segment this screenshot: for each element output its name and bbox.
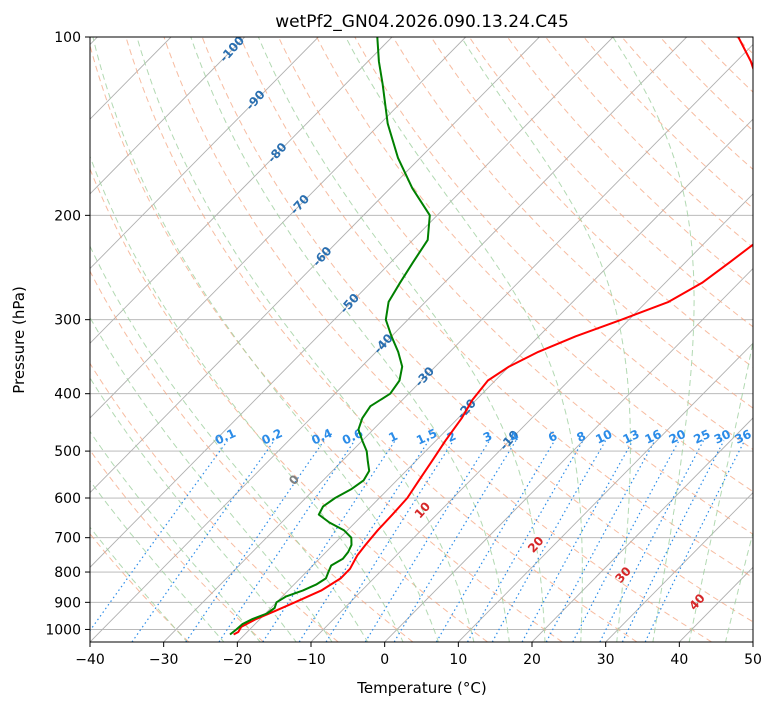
- dry-adiabat-line: [201, 37, 753, 623]
- moist-adiabat-lines: [90, 37, 753, 642]
- x-tick-label: 30: [597, 652, 615, 668]
- moist-adiabat-line: [90, 480, 225, 642]
- isotherm-line: [90, 37, 614, 568]
- moist-adiabat-line: [90, 430, 261, 642]
- sounding-series: [229, 37, 753, 636]
- mixing-ratio-line: [393, 440, 517, 642]
- y-tick-label: 600: [54, 491, 81, 507]
- x-tick-label: −40: [75, 652, 105, 668]
- moist-adiabat-line: [90, 245, 369, 642]
- dry-adiabat-line: [90, 270, 414, 642]
- moist-adiabat-line: [688, 339, 753, 642]
- moist-adiabat-line: [460, 37, 631, 642]
- mixing-ratio-label: 36: [732, 427, 753, 447]
- chart-title: wetPf2_GN04.2026.090.13.24.C45: [275, 12, 569, 32]
- mixing-ratio-line: [572, 440, 680, 642]
- y-tick-label: 300: [54, 313, 81, 329]
- dry-adiabat-line: [545, 37, 753, 249]
- isotherm-line: [90, 37, 540, 494]
- mixing-ratio-lines: [90, 440, 746, 642]
- y-tick-label: 500: [54, 444, 81, 460]
- y-axis-ticks: 100 200 300 400 500 600 700 800 900 1000: [45, 30, 90, 638]
- plot-area: -100-90-80-70-60-50-40-30-20-100.1 0.2 0.4…: [90, 37, 753, 642]
- dry-adiabat-lines: [90, 37, 753, 642]
- mixing-ratio-label: 10: [593, 427, 614, 447]
- isobar-gridlines: [90, 37, 753, 630]
- mixing-ratio-line: [325, 440, 454, 642]
- mixing-ratio-line: [298, 440, 430, 642]
- dry-adiabat-line: [90, 449, 264, 642]
- dry-adiabat-line: [430, 37, 753, 368]
- isotherm-lines: [90, 37, 753, 642]
- x-tick-label: 0: [380, 652, 389, 668]
- isotherm-line: [90, 37, 319, 270]
- x-tick-label: −10: [296, 652, 326, 668]
- x-axis-label: Temperature (°C): [356, 679, 486, 697]
- isotherm-line: [163, 43, 753, 642]
- x-tick-label: 50: [744, 652, 762, 668]
- y-tick-label: 400: [54, 387, 81, 403]
- moist-adiabat-line: [90, 155, 404, 642]
- isotherm-line: [90, 37, 467, 419]
- isotherm-line: [90, 37, 393, 344]
- mixing-ratio-label: 13: [621, 427, 642, 447]
- y-tick-label: 800: [54, 565, 81, 581]
- mixing-ratio-line: [90, 440, 228, 632]
- mixing-ratio-label: 25: [691, 427, 712, 447]
- x-tick-label: 10: [449, 652, 467, 668]
- moist-adiabat-line: [92, 37, 440, 642]
- dry-adiabat-line: [468, 37, 753, 328]
- mixing-ratio-line: [185, 440, 325, 642]
- moist-adiabat-line: [190, 37, 510, 642]
- isotherm-line: [237, 118, 753, 642]
- mixing-ratio-label: 20: [667, 427, 688, 447]
- dry-adiabat-line: [392, 37, 753, 409]
- dry-adiabat-line: [278, 37, 753, 535]
- dry-adiabat-line: [354, 37, 753, 451]
- mixing-ratio-label: 16: [643, 427, 664, 447]
- mixing-ratio-label: 30: [712, 427, 733, 447]
- y-tick-label: 1000: [45, 622, 81, 638]
- x-tick-label: −20: [223, 652, 253, 668]
- mixing-ratio-line: [644, 440, 746, 642]
- dry-adiabat-line: [583, 37, 753, 209]
- temperature-profile-line: [233, 37, 753, 636]
- moist-adiabat-line: [725, 530, 753, 642]
- isotherm-line: [90, 37, 246, 195]
- isotherm-line: [531, 417, 753, 642]
- y-tick-label: 100: [54, 30, 81, 46]
- y-tick-label: 200: [54, 208, 81, 224]
- moist-adiabat-line: [257, 37, 546, 642]
- dry-adiabat-line: [239, 37, 753, 579]
- x-tick-label: −30: [149, 652, 179, 668]
- y-tick-label: 900: [54, 595, 81, 611]
- mixing-ratio-line: [435, 440, 556, 642]
- dry-adiabat-line: [163, 37, 712, 642]
- mixing-ratio-line: [599, 440, 705, 642]
- plot-frame: [89, 36, 754, 643]
- isotherm-line: [90, 37, 688, 642]
- dry-adiabat-line: [90, 167, 488, 642]
- mixing-ratio-line: [131, 440, 275, 642]
- dewpoint-profile-line: [229, 37, 431, 636]
- moist-adiabat-line: [90, 316, 333, 642]
- mixing-ratio-line: [545, 440, 656, 642]
- x-axis-ticks: −40 −30 −20 −10 0 10 20 30 40 50: [75, 642, 762, 668]
- x-tick-label: 20: [523, 652, 541, 668]
- moist-adiabat-line: [90, 376, 297, 642]
- x-tick-label: 40: [670, 652, 688, 668]
- isotherm-line: [458, 342, 753, 642]
- moist-adiabat-line: [136, 37, 475, 642]
- moist-adiabat-line: [612, 37, 695, 642]
- mixing-ratio-line: [621, 440, 725, 642]
- isotherm-line: [605, 491, 753, 642]
- y-tick-label: 700: [54, 531, 81, 547]
- mixing-ratio-line: [364, 440, 490, 642]
- isotherm-line: [384, 267, 753, 642]
- dry-adiabat-line: [125, 37, 638, 642]
- y-axis-label: Pressure (hPa): [10, 286, 28, 394]
